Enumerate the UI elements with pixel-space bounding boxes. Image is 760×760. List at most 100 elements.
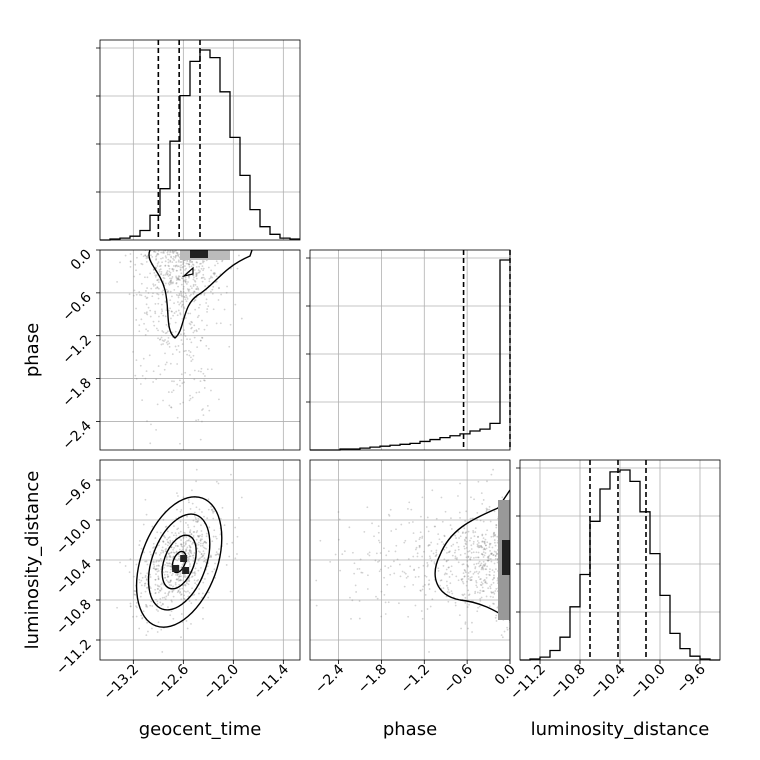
sample-point (181, 552, 184, 555)
sample-point (132, 615, 134, 618)
sample-point (154, 568, 157, 571)
sample-point (180, 294, 183, 297)
sample-point (133, 275, 136, 278)
sample-point (186, 298, 189, 300)
sample-point (182, 288, 185, 290)
sample-point (165, 361, 168, 364)
sample-point (148, 354, 151, 357)
sample-point (166, 251, 169, 254)
sample-point (479, 592, 481, 594)
sample-point (191, 575, 194, 578)
sample-point (175, 269, 178, 272)
sample-point (481, 566, 484, 569)
sample-point (494, 555, 497, 557)
sample-point (174, 265, 177, 268)
ytick-label-luminosity_distance: −10.8 (53, 597, 95, 639)
sample-point (414, 548, 417, 551)
sample-point (187, 281, 189, 283)
sample-point (155, 428, 157, 431)
sample-point (155, 551, 157, 554)
sample-point (416, 555, 419, 558)
sample-point (155, 274, 158, 277)
sample-point (171, 282, 174, 285)
sample-point (146, 287, 149, 289)
sample-point (403, 571, 406, 574)
sample-point (217, 299, 220, 301)
sample-point (187, 590, 189, 593)
sample-point (211, 570, 214, 573)
sample-point (199, 538, 202, 541)
sample-point (159, 264, 162, 267)
sample-point (171, 380, 173, 383)
sample-point (490, 553, 493, 556)
sample-point (119, 261, 121, 264)
sample-point (447, 588, 450, 591)
sample-point (191, 396, 194, 399)
sample-point (189, 551, 192, 554)
sample-point (452, 543, 455, 546)
sample-point (427, 530, 430, 533)
sample-point (182, 334, 185, 336)
sample-point (475, 556, 477, 559)
sample-point (355, 591, 358, 593)
sample-point (379, 552, 382, 554)
sample-point (190, 602, 193, 605)
sample-point (205, 541, 208, 544)
sample-point (179, 385, 181, 387)
sample-point (488, 508, 491, 511)
sample-point (205, 344, 208, 347)
sample-point (135, 319, 138, 321)
sample-point (173, 546, 175, 549)
sample-point (175, 276, 178, 279)
sample-point (189, 546, 192, 549)
sample-point (187, 578, 190, 580)
sample-point (204, 540, 207, 543)
sample-point (182, 535, 185, 538)
sample-point (156, 631, 159, 633)
sample-point (166, 330, 169, 333)
sample-point (171, 268, 174, 271)
sample-point (184, 532, 186, 535)
sample-point (200, 553, 203, 555)
sample-point (202, 606, 204, 609)
sample-point (410, 508, 413, 511)
sample-point (484, 563, 487, 566)
sample-point (475, 562, 478, 565)
sample-point (216, 553, 219, 555)
sample-point (176, 251, 179, 254)
sample-point (171, 276, 174, 278)
sample-point (472, 572, 475, 575)
sample-point (455, 558, 458, 561)
sample-point (157, 287, 160, 290)
sample-point (164, 315, 167, 318)
sample-point (151, 255, 154, 258)
sample-point (179, 312, 182, 315)
sample-point (206, 517, 209, 520)
sample-point (170, 279, 172, 282)
contour-inner (181, 266, 194, 278)
sample-point (191, 326, 193, 329)
sample-point (490, 535, 493, 538)
sample-point (169, 271, 172, 274)
sample-point (353, 562, 356, 565)
sample-point (162, 540, 165, 543)
sample-point (170, 406, 172, 409)
sample-point (462, 531, 464, 534)
sample-point (398, 602, 400, 605)
sample-point (480, 545, 483, 548)
sample-point (167, 258, 170, 261)
sample-point (159, 557, 162, 560)
sample-point (197, 418, 200, 421)
sample-point (182, 496, 185, 499)
sample-point (169, 277, 171, 280)
sample-point (183, 381, 186, 384)
sample-point (183, 574, 186, 577)
sample-point (407, 615, 410, 618)
sample-point (144, 254, 147, 257)
sample-point (449, 524, 452, 527)
sample-point (164, 300, 167, 303)
sample-point (116, 281, 118, 283)
sample-point (176, 314, 179, 317)
sample-point (150, 600, 153, 603)
sample-point (419, 545, 421, 547)
